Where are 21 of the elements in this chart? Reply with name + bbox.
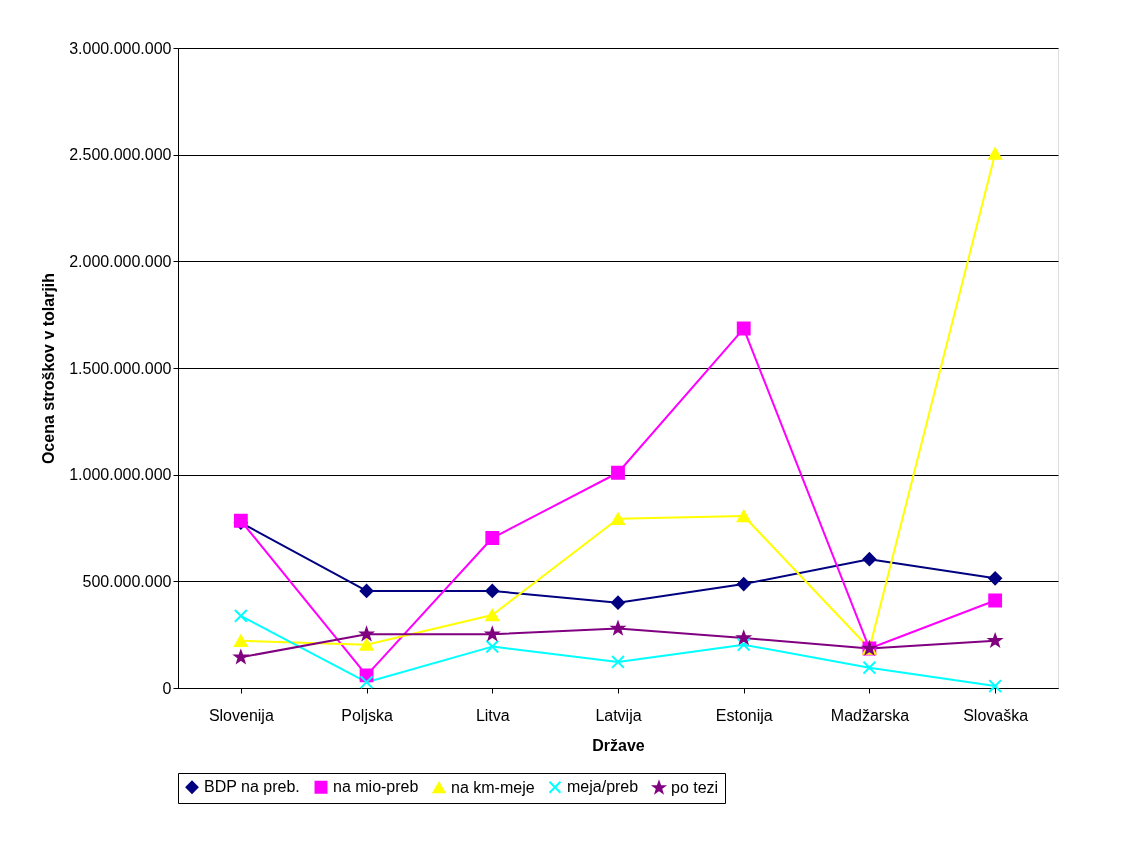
- y-axis-title: Ocena stroškov v tolarjih: [40, 272, 58, 465]
- y-tick-label: 2.000.000.000: [69, 252, 172, 270]
- legend-label: meja/preb: [567, 778, 639, 796]
- x-tick-label: Estonija: [715, 706, 773, 724]
- y-tick-label: 1.000.000.000: [69, 466, 172, 484]
- x-tick-label: Latvija: [595, 706, 642, 724]
- y-tick-label: 3.000.000.000: [69, 39, 172, 57]
- x-tick-label: Slovaška: [963, 706, 1029, 724]
- y-tick-label: 2.500.000.000: [69, 146, 172, 164]
- y-tick-label: 500.000.000: [82, 572, 172, 590]
- legend-label: po tezi: [671, 778, 719, 796]
- y-tick-label: 0: [162, 679, 172, 697]
- x-axis-title: Države: [592, 736, 645, 754]
- legend-label: BDP na preb.: [204, 778, 300, 796]
- legend-label: na mio-preb: [333, 778, 419, 796]
- x-tick-label: Slovenija: [208, 706, 274, 724]
- x-tick-label: Litva: [475, 706, 510, 724]
- legend-label: na km-meje: [451, 778, 535, 796]
- y-tick-label: 1.500.000.000: [69, 359, 172, 377]
- x-tick-label: Poljska: [341, 706, 393, 724]
- x-tick-label: Madžarska: [830, 706, 910, 724]
